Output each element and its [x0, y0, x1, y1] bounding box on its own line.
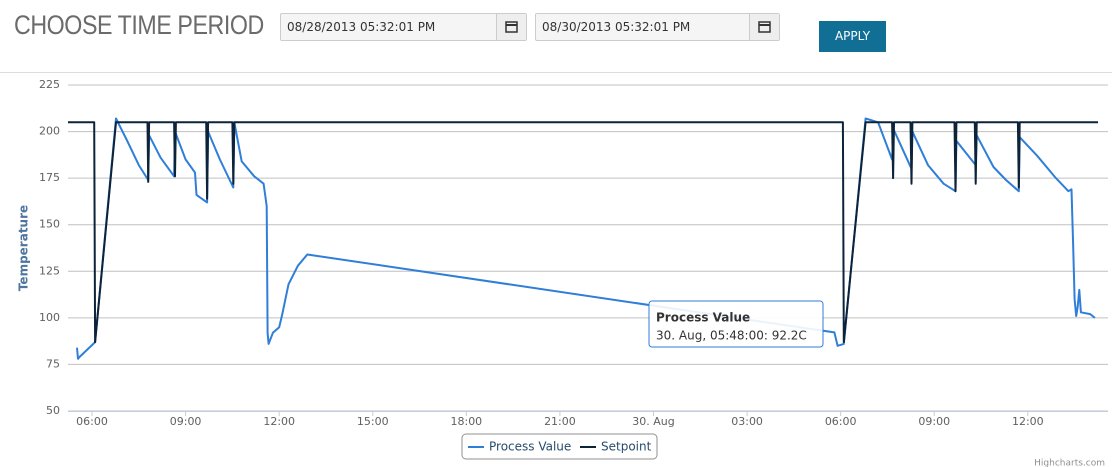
x-tick-label: 03:00	[731, 415, 763, 428]
y-tick-label: 175	[39, 171, 60, 184]
x-tick-label: 09:00	[918, 415, 950, 428]
x-tick-label: 12:00	[263, 415, 295, 428]
y-tick-label: 50	[46, 404, 60, 417]
x-tick-label: 18:00	[450, 415, 482, 428]
tooltip-series: Process Value	[656, 311, 750, 325]
legend-label: Process Value	[489, 440, 571, 454]
x-tick-label: 12:00	[1012, 415, 1044, 428]
tooltip: Process Value 30. Aug, 05:48:00: 92.2C	[648, 300, 824, 348]
calendar-icon	[505, 21, 518, 33]
y-tick-label: 75	[46, 357, 60, 370]
start-date: 08/28/2013 05:32:01 PM	[287, 20, 436, 34]
series-line	[68, 121, 1098, 344]
x-tick-label: 21:00	[544, 415, 576, 428]
page-title: CHOOSE TIME PERIOD	[14, 10, 264, 40]
y-tick-label: 225	[39, 78, 60, 91]
credits: Highcharts.com	[1034, 459, 1105, 467]
x-tick-label: 09:00	[170, 415, 202, 428]
x-tick-label: 30. Aug	[632, 415, 674, 428]
end-date: 08/30/2013 05:32:01 PM	[542, 20, 691, 34]
tooltip-text: 30. Aug, 05:48:00: 92.2C	[656, 329, 807, 343]
y-tick-label: 150	[39, 218, 60, 231]
x-tick-label: 06:00	[76, 415, 108, 428]
y-tick-label: 200	[39, 125, 60, 138]
calendar-icon	[758, 21, 771, 33]
tooltip-box	[648, 300, 824, 348]
end-date-input[interactable]: 08/30/2013 05:32:01 PM	[535, 13, 780, 41]
calendar-button[interactable]	[496, 14, 526, 40]
calendar-button[interactable]	[749, 14, 779, 40]
series-line	[76, 117, 1096, 360]
y-axis-title: Temperature	[17, 205, 31, 291]
legend-label: Setpoint	[601, 440, 652, 454]
y-tick-label: 100	[39, 311, 60, 324]
legend-box	[461, 433, 658, 460]
apply-button[interactable]: APPLY	[819, 21, 886, 52]
divider	[0, 72, 1112, 73]
x-tick-label: 15:00	[357, 415, 389, 428]
y-tick-label: 125	[39, 264, 60, 277]
x-tick-label: 06:00	[825, 415, 857, 428]
start-date-input[interactable]: 08/28/2013 05:32:01 PM	[280, 13, 527, 41]
